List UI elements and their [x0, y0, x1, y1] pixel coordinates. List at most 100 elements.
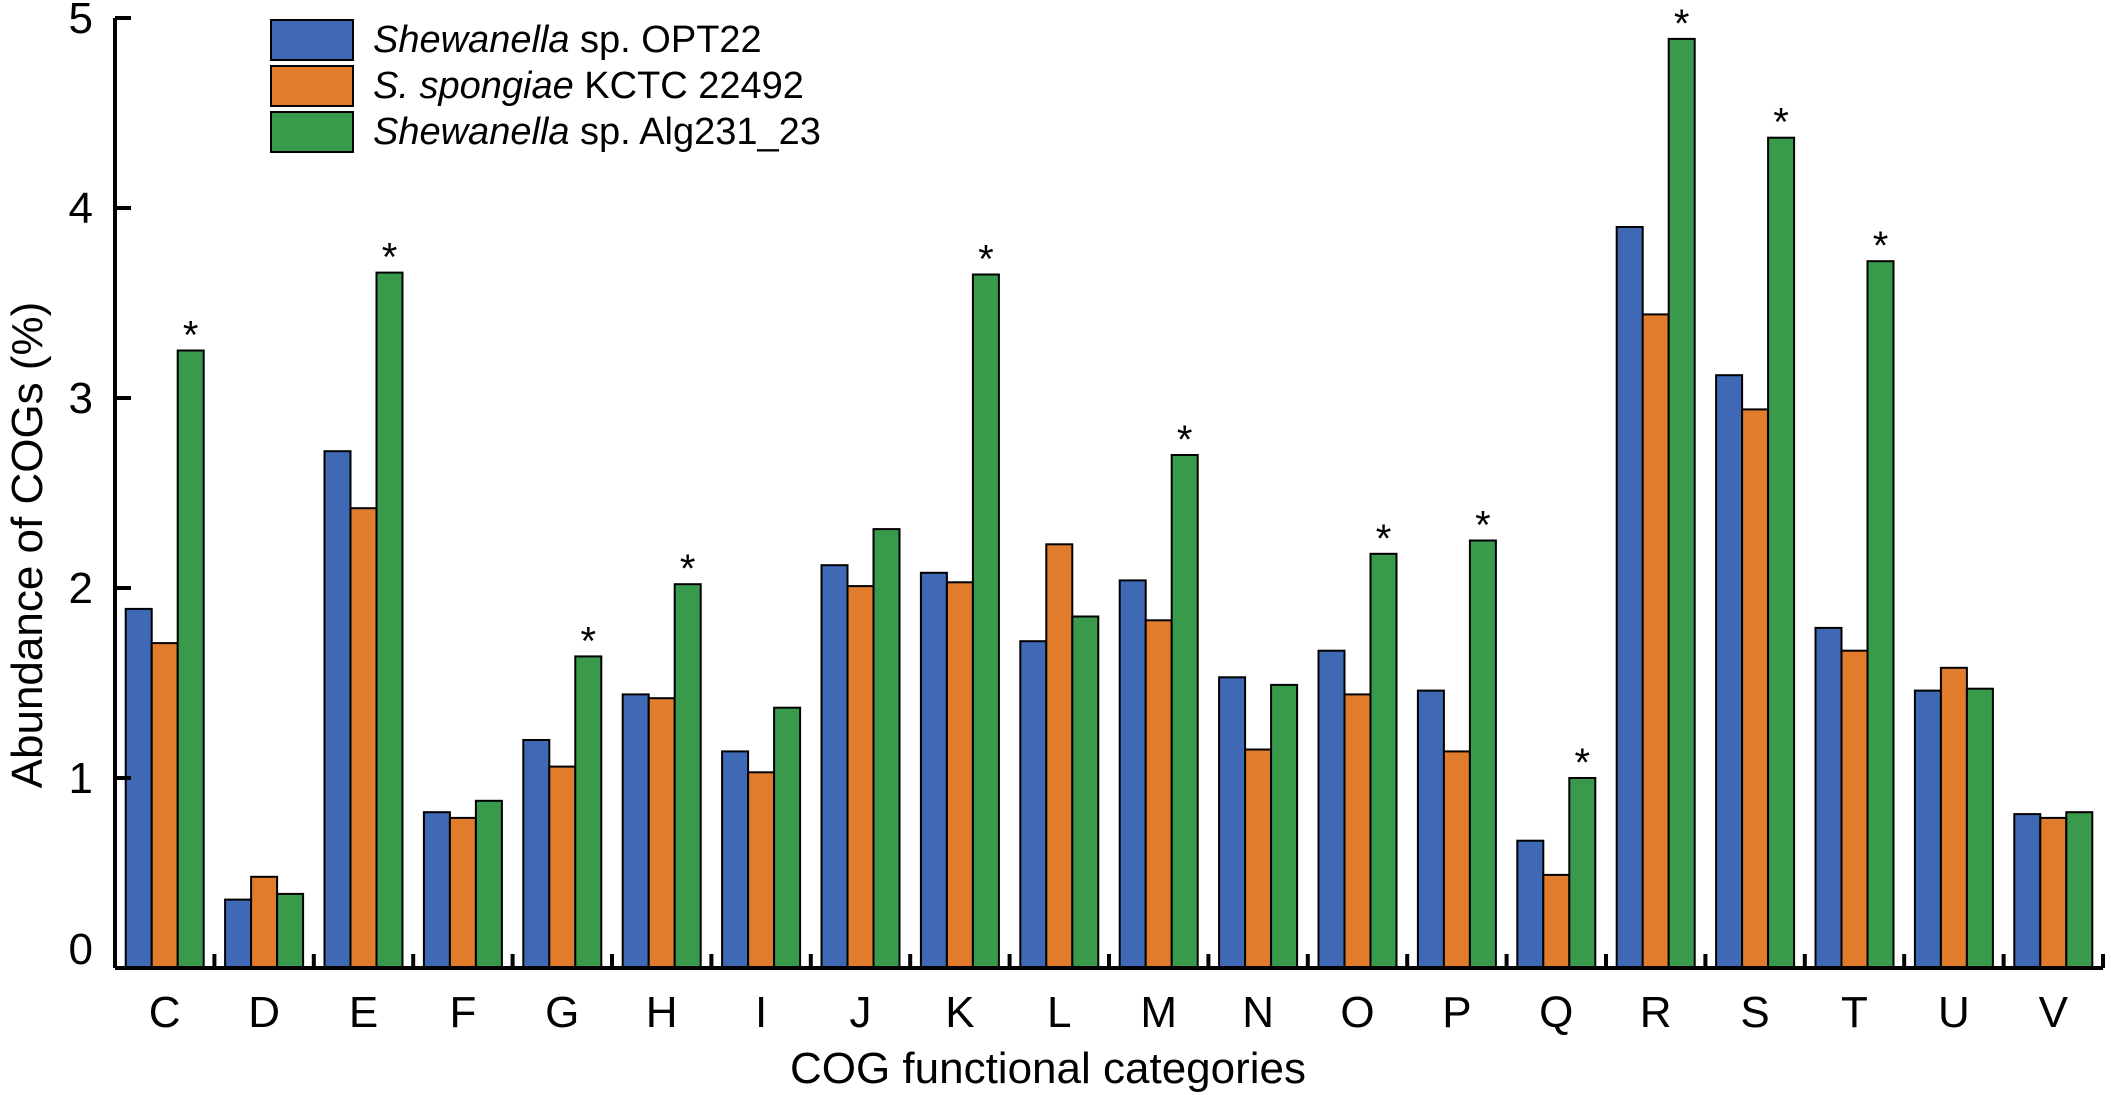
- x-tick-label: C: [149, 988, 181, 1037]
- bar-V-series-2: [2039, 816, 2068, 970]
- bar-P-series-2: [1442, 750, 1471, 970]
- x-tick-label: J: [850, 988, 872, 1037]
- bar-N-series-3: [1270, 683, 1299, 970]
- significance-star-Q: *: [1575, 741, 1591, 785]
- x-tick-label: F: [449, 988, 476, 1037]
- legend-label-italic: Shewanella: [373, 111, 569, 153]
- bar-P-series-1: [1416, 689, 1445, 969]
- bar-M-series-3: [1170, 454, 1199, 969]
- legend-label-italic: Shewanella: [373, 19, 569, 61]
- significance-star-E: *: [382, 236, 398, 280]
- significance-markers: * * * * * * * * * * * *: [183, 2, 1888, 785]
- bar-O-series-3: [1369, 552, 1398, 969]
- x-tick-label: U: [1938, 988, 1970, 1037]
- legend-swatch-3: [270, 111, 354, 153]
- bar-R-series-1: [1615, 226, 1644, 969]
- bar-R-series-3: [1667, 37, 1696, 969]
- y-tick-label: 1: [69, 754, 93, 803]
- bar-F-series-3: [474, 799, 503, 969]
- x-tick-label: M: [1140, 988, 1177, 1037]
- y-tick-label: 2: [69, 564, 93, 613]
- significance-star-S: *: [1773, 101, 1789, 145]
- bar-E-series-2: [349, 507, 378, 969]
- x-axis-title: COG functional categories: [790, 1044, 1306, 1093]
- bar-C-series-3: [176, 349, 205, 969]
- bar-H-series-3: [673, 583, 702, 969]
- bar-Q-series-2: [1542, 873, 1571, 970]
- x-tick-label: P: [1442, 988, 1471, 1037]
- x-tick-label: L: [1047, 988, 1071, 1037]
- bar-S-series-3: [1767, 136, 1796, 969]
- x-tick-label: O: [1340, 988, 1374, 1037]
- y-tick-label: 0: [69, 925, 93, 974]
- significance-star-R: *: [1674, 2, 1690, 46]
- bar-L-series-2: [1045, 543, 1074, 969]
- significance-star-P: *: [1475, 504, 1491, 548]
- legend-swatch-2: [270, 65, 354, 107]
- legend-label-2: S. spongiae KCTC 22492: [373, 65, 804, 107]
- significance-star-C: *: [183, 314, 199, 358]
- x-tick-label: N: [1242, 988, 1274, 1037]
- legend-label-1: Shewanella sp. OPT22: [373, 19, 762, 61]
- x-ticks: C D E F G H I J K L M N O P Q R S T U V: [149, 954, 2105, 1037]
- x-tick-label: Q: [1539, 988, 1573, 1037]
- bar-E-series-1: [323, 450, 352, 969]
- bar-K-series-2: [945, 581, 974, 969]
- bar-N-series-2: [1244, 748, 1273, 969]
- x-tick-label: D: [248, 988, 280, 1037]
- significance-star-T: *: [1873, 224, 1889, 268]
- bar-F-series-1: [422, 811, 451, 970]
- legend-label-rest: KCTC 22492: [574, 65, 804, 107]
- significance-star-H: *: [680, 547, 696, 591]
- bar-R-series-2: [1641, 313, 1670, 969]
- y-tick-label: 4: [69, 184, 93, 233]
- bar-M-series-1: [1118, 579, 1147, 970]
- bar-U-series-1: [1913, 689, 1942, 969]
- x-tick-label: E: [349, 988, 378, 1037]
- bar-T-series-1: [1814, 626, 1843, 970]
- bar-C-series-2: [150, 642, 179, 969]
- bar-C-series-1: [124, 607, 153, 970]
- bar-D-series-1: [224, 898, 253, 969]
- bar-O-series-2: [1343, 693, 1372, 970]
- bar-H-series-1: [621, 693, 650, 970]
- bar-P-series-3: [1468, 539, 1497, 969]
- bar-I-series-2: [747, 771, 776, 969]
- bar-N-series-1: [1218, 676, 1247, 969]
- bar-S-series-2: [1741, 408, 1770, 969]
- significance-star-G: *: [581, 619, 597, 663]
- bar-V-series-3: [2065, 811, 2094, 970]
- x-tick-label: I: [755, 988, 767, 1037]
- bar-D-series-3: [276, 892, 305, 970]
- y-ticks: 0 1 2 3 4 5: [69, 0, 131, 974]
- bar-L-series-1: [1019, 640, 1048, 969]
- x-tick-label: S: [1740, 988, 1769, 1037]
- legend-label-italic: S. spongiae: [373, 65, 574, 107]
- bar-J-series-3: [872, 528, 901, 969]
- bar-M-series-2: [1144, 619, 1173, 969]
- legend-swatch-1: [270, 19, 354, 61]
- bar-U-series-3: [1965, 687, 1994, 969]
- x-tick-label: H: [646, 988, 678, 1037]
- bar-Q-series-3: [1568, 777, 1597, 969]
- bar-G-series-2: [548, 765, 577, 969]
- y-tick-label: 5: [69, 0, 93, 43]
- bar-K-series-3: [971, 273, 1000, 969]
- bars-group: [124, 37, 2094, 970]
- bar-K-series-1: [919, 571, 948, 969]
- bar-Q-series-1: [1516, 839, 1545, 970]
- bar-S-series-1: [1715, 374, 1744, 969]
- bar-D-series-2: [250, 875, 279, 969]
- significance-star-K: *: [978, 238, 994, 282]
- bar-V-series-1: [2013, 813, 2042, 969]
- bar-I-series-1: [721, 750, 750, 970]
- x-tick-label: T: [1841, 988, 1868, 1037]
- bar-T-series-3: [1866, 260, 1895, 969]
- legend-label-rest: sp. Alg231_23: [569, 111, 820, 153]
- bar-U-series-2: [1939, 666, 1968, 969]
- bar-T-series-2: [1840, 649, 1869, 969]
- significance-star-O: *: [1376, 517, 1392, 561]
- significance-star-M: *: [1177, 418, 1193, 462]
